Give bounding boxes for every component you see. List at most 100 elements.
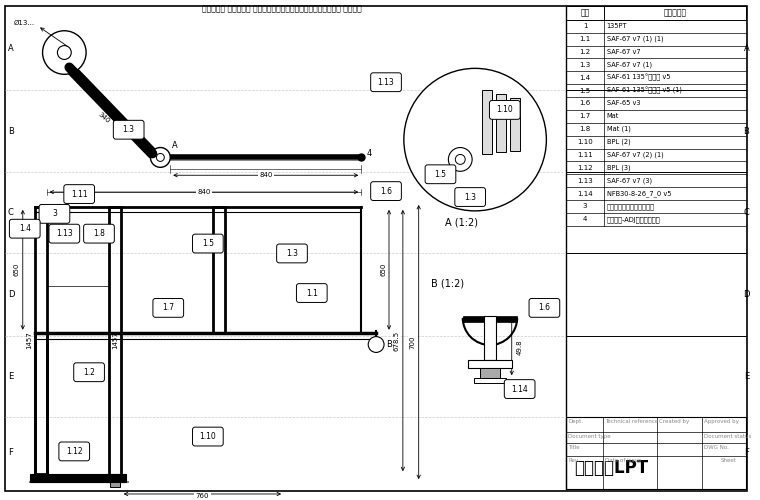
Text: Document type: Document type [568, 434, 611, 438]
Text: 840: 840 [197, 189, 211, 195]
FancyBboxPatch shape [425, 165, 456, 184]
Text: B: B [743, 126, 749, 136]
FancyBboxPatch shape [74, 363, 104, 382]
Bar [110, 482, 120, 487]
FancyBboxPatch shape [39, 204, 70, 224]
Bar [106, 474, 124, 482]
FancyBboxPatch shape [49, 224, 80, 243]
FancyBboxPatch shape [192, 427, 223, 446]
Text: 1.1: 1.1 [306, 288, 318, 298]
Circle shape [157, 154, 164, 162]
Text: 678.5: 678.5 [394, 330, 400, 350]
Text: 㜋西公太円盤滑り止めゴム: 㜋西公太円盤滑り止めゴム [606, 203, 655, 209]
Text: 4: 4 [366, 149, 372, 158]
FancyBboxPatch shape [113, 120, 144, 139]
Text: 1.2: 1.2 [83, 368, 95, 376]
Text: SAF-61 135°ボール v5 (1): SAF-61 135°ボール v5 (1) [606, 87, 682, 94]
Text: 1.10: 1.10 [577, 139, 593, 145]
Text: SAF-67 v7: SAF-67 v7 [606, 49, 641, 55]
Text: 340: 340 [97, 111, 111, 124]
Text: 1.3: 1.3 [286, 249, 298, 258]
Text: Dept.: Dept. [568, 418, 583, 424]
Text: 1.10: 1.10 [199, 432, 217, 441]
Bar [213, 207, 225, 332]
Circle shape [150, 148, 170, 168]
Text: 650: 650 [380, 263, 386, 276]
Text: 1.5: 1.5 [579, 88, 591, 94]
Text: 1.5: 1.5 [435, 170, 446, 179]
Text: Sheet: Sheet [720, 458, 736, 464]
Text: A (1:2): A (1:2) [445, 218, 478, 228]
Text: 1.6: 1.6 [579, 100, 591, 106]
Text: 品番: 品番 [581, 8, 590, 18]
Text: Rev.: Rev. [568, 458, 580, 464]
Text: 760: 760 [195, 493, 209, 499]
Text: 1.2: 1.2 [579, 49, 591, 55]
Text: E: E [744, 372, 749, 380]
Text: 1.11: 1.11 [71, 190, 87, 198]
FancyBboxPatch shape [84, 224, 114, 243]
Text: Mat: Mat [606, 114, 619, 119]
Circle shape [404, 68, 546, 211]
Text: 1.8: 1.8 [579, 126, 591, 132]
Text: 1.7: 1.7 [579, 114, 591, 119]
Bar [109, 207, 121, 332]
FancyBboxPatch shape [59, 442, 90, 461]
Text: C: C [8, 208, 14, 218]
Text: 1.12: 1.12 [577, 165, 593, 171]
Text: 印西本埾LPT: 印西本埾LPT [575, 459, 649, 477]
Text: Ø13...: Ø13... [14, 20, 35, 26]
Text: SAF-67 v7 (3): SAF-67 v7 (3) [606, 178, 652, 184]
Text: 1.1: 1.1 [579, 36, 591, 42]
Text: SAF-67 v7 (1) (1): SAF-67 v7 (1) (1) [606, 36, 663, 43]
Text: 1.6: 1.6 [538, 304, 550, 312]
Text: 1.3: 1.3 [122, 125, 135, 134]
Text: 1.5: 1.5 [202, 239, 214, 248]
Text: 1457: 1457 [27, 332, 33, 349]
Text: 840: 840 [259, 172, 272, 178]
Text: C: C [743, 208, 749, 218]
Text: A: A [743, 44, 749, 52]
Text: 3: 3 [52, 210, 57, 218]
FancyBboxPatch shape [277, 244, 307, 263]
Text: Date of issue: Date of issue [605, 458, 641, 464]
Text: 1.13: 1.13 [378, 78, 394, 86]
Text: 49.8: 49.8 [517, 339, 523, 355]
Text: B: B [386, 340, 392, 349]
Circle shape [58, 46, 71, 60]
Text: DWG No.: DWG No. [704, 446, 729, 450]
Text: BPL (3): BPL (3) [606, 164, 630, 171]
Bar [474, 378, 506, 383]
Text: F: F [744, 448, 749, 458]
Text: 1.7: 1.7 [163, 304, 174, 312]
Text: B (1:2): B (1:2) [431, 278, 464, 288]
Text: Created by: Created by [659, 418, 689, 424]
Bar [566, 417, 746, 489]
Bar [480, 368, 500, 378]
Text: SAF-65 v3: SAF-65 v3 [606, 100, 640, 106]
FancyBboxPatch shape [64, 184, 94, 204]
Text: 760: 760 [195, 493, 209, 499]
FancyBboxPatch shape [529, 298, 559, 318]
Text: 1.8: 1.8 [93, 229, 105, 238]
Text: D: D [8, 290, 14, 299]
Text: 1.3: 1.3 [464, 192, 477, 202]
FancyBboxPatch shape [192, 234, 223, 253]
Bar [496, 94, 506, 152]
Text: 1457: 1457 [112, 332, 118, 349]
Text: NFB30-8-26_7_0 v5: NFB30-8-26_7_0 v5 [606, 190, 671, 197]
Text: E: E [8, 372, 13, 380]
Text: 印西市役所 本埴支所様 パソコンコーナー用目隙しパーテーション 簡易図面: 印西市役所 本埴支所様 パソコンコーナー用目隙しパーテーション 簡易図面 [202, 4, 362, 13]
Text: 840: 840 [259, 172, 272, 178]
FancyBboxPatch shape [505, 380, 535, 398]
Text: 1.4: 1.4 [579, 75, 591, 81]
FancyBboxPatch shape [454, 188, 486, 206]
Bar [468, 360, 511, 368]
FancyBboxPatch shape [371, 73, 401, 92]
Text: SAF-67 v7 (1): SAF-67 v7 (1) [606, 62, 652, 68]
Text: 4: 4 [583, 216, 587, 222]
Text: 1.13: 1.13 [56, 229, 73, 238]
Text: Approved by: Approved by [704, 418, 739, 424]
Bar [35, 207, 46, 474]
FancyBboxPatch shape [489, 100, 520, 119]
